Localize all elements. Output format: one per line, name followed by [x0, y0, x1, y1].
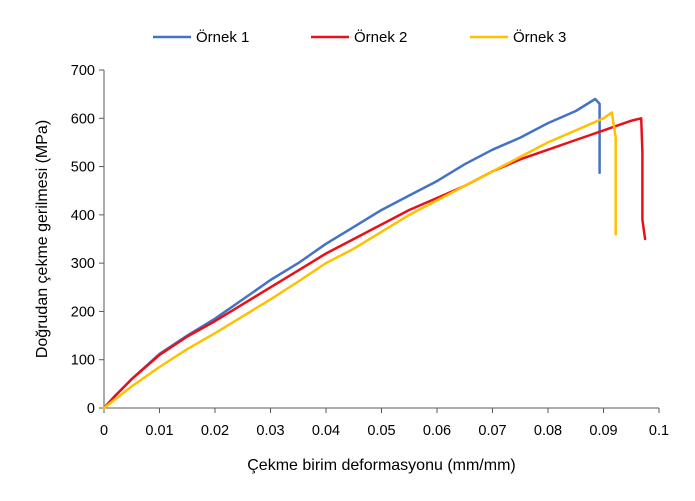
y-tick-label: 500: [71, 160, 95, 176]
y-axis-ticks: 0 100 200 300 400 500 600 700: [71, 63, 104, 417]
series-group: [102, 97, 647, 410]
x-axis-ticks: 0 0.01 0.02 0.03 0.04 0.05 0.06 0.07 0.08 0.09 0.1: [100, 408, 669, 439]
legend-label-ornek-2: Örnek 2: [354, 28, 407, 46]
x-tick-label: 0.08: [534, 423, 562, 439]
y-tick-label: 0: [87, 401, 95, 417]
y-tick-label: 200: [71, 304, 95, 320]
x-tick-label: 0.03: [256, 423, 284, 439]
y-tick-label: 600: [71, 111, 95, 127]
legend-label-ornek-3: Örnek 3: [513, 28, 566, 46]
series-line-ornek-2: [102, 117, 647, 410]
x-tick-label: 0.1: [649, 423, 669, 439]
x-tick-label: 0.01: [145, 423, 173, 439]
y-tick-label: 700: [71, 63, 95, 79]
x-tick-label: 0.09: [589, 423, 617, 439]
series-line-ornek-1: [102, 97, 601, 410]
y-tick-label: 100: [71, 353, 95, 369]
x-tick-label: 0: [100, 423, 108, 439]
y-tick-label: 400: [71, 208, 95, 224]
x-tick-label: 0.06: [423, 423, 451, 439]
x-axis-title: Çekme birim deformasyonu (mm/mm): [247, 457, 515, 474]
y-axis-title: Doğrudan çekme gerilmesi (MPa): [34, 120, 51, 358]
x-tick-label: 0.07: [478, 423, 506, 439]
x-tick-label: 0.04: [312, 423, 340, 439]
legend: Örnek 1 Örnek 2 Örnek 3: [153, 28, 566, 46]
x-tick-label: 0.02: [201, 423, 229, 439]
legend-label-ornek-1: Örnek 1: [196, 28, 249, 46]
series-line-ornek-3: [102, 111, 617, 410]
y-tick-label: 300: [71, 256, 95, 272]
x-tick-label: 0.05: [367, 423, 395, 439]
